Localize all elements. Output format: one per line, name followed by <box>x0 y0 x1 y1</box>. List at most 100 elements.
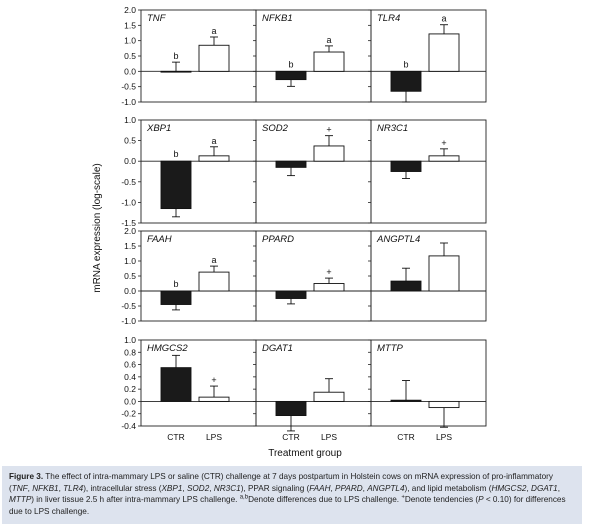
chart-panel-tlr4: b a TLR4 <box>368 9 487 103</box>
y-tick-label: 0.0 <box>124 396 136 406</box>
significance-label: + <box>211 375 216 385</box>
y-tick-label: -0.5 <box>121 177 136 187</box>
significance-label: a <box>211 136 216 146</box>
significance-label: b <box>173 279 178 289</box>
caption-label: Figure 3. <box>9 472 44 481</box>
x-tick-label: CTR <box>167 432 184 442</box>
y-axis-label: mRNA expression (log-scale) <box>92 163 103 293</box>
significance-label: + <box>326 267 331 277</box>
bar-lps <box>198 44 230 72</box>
y-tick-label: 0.5 <box>124 136 136 146</box>
y-tick-label: 2.0 <box>124 226 136 236</box>
x-axis-label: Treatment group <box>268 448 342 459</box>
y-tick-label: 2.0 <box>124 5 136 15</box>
bar-lps <box>313 145 345 162</box>
y-tick-label: -1.0 <box>121 316 136 326</box>
panel-title: ANGPTL4 <box>376 234 420 245</box>
y-tick-label: 0.5 <box>124 51 136 61</box>
y-tick-label: -0.5 <box>121 301 136 311</box>
bar-ctr <box>160 70 192 73</box>
bar-ctr <box>160 160 192 210</box>
chart-panel-mttp: MTTP CTR LPS <box>368 339 487 442</box>
chart-panel-angptl4: ANGPTL4 <box>368 230 487 322</box>
bar-lps <box>313 391 345 402</box>
panel-title: TNF <box>147 13 167 24</box>
panel-title: FAAH <box>147 234 172 245</box>
y-tick-label: -0.4 <box>121 421 136 431</box>
significance-label: a <box>326 35 331 45</box>
panel-title: HMGCS2 <box>147 343 188 354</box>
panel-title: SOD2 <box>262 123 289 134</box>
significance-label: b <box>288 59 293 69</box>
panel-title: TLR4 <box>377 13 400 24</box>
x-tick-label: LPS <box>436 432 452 442</box>
bar-lps <box>313 51 345 72</box>
panel-title: NFKB1 <box>262 13 293 24</box>
bar-ctr <box>275 290 307 299</box>
y-tick-label: 0.6 <box>124 360 136 370</box>
y-tick-label: -0.5 <box>121 82 136 92</box>
bar-ctr <box>390 280 422 292</box>
chart-panel-sod2: + SOD2 <box>253 119 372 224</box>
panel-frame <box>370 119 487 224</box>
x-tick-label: CTR <box>397 432 414 442</box>
y-tick-label: 1.0 <box>124 335 136 345</box>
panel-title: XBP1 <box>146 123 171 134</box>
y-tick-label: 1.0 <box>124 36 136 46</box>
y-tick-label: 0.5 <box>124 271 136 281</box>
y-tick-label: 0.0 <box>124 156 136 166</box>
panel-frame <box>370 339 487 427</box>
significance-label: + <box>441 138 446 148</box>
significance-label: a <box>211 26 216 36</box>
panel-frame <box>255 119 372 224</box>
bar-lps <box>428 155 460 162</box>
chart-panel-xbp1: -1.5 -1.0 -0.5 0.0 0.5 1.0 b a XBP1 <box>121 115 257 228</box>
x-tick-label: LPS <box>321 432 337 442</box>
bar-lps <box>198 155 230 162</box>
y-tick-label: 1.5 <box>124 241 136 251</box>
significance-label: a <box>441 14 446 24</box>
y-tick-label: -1.5 <box>121 218 136 228</box>
figure-panel-grid: mRNA expression (log-scale) Treatment gr… <box>92 5 487 459</box>
y-tick-label: 0.4 <box>124 372 136 382</box>
x-tick-label: LPS <box>206 432 222 442</box>
significance-label: b <box>173 149 178 159</box>
bar-lps <box>428 400 460 409</box>
bar-lps <box>198 271 230 292</box>
bar-ctr <box>390 70 422 92</box>
y-tick-label: -1.0 <box>121 97 136 107</box>
significance-label: + <box>326 125 331 135</box>
panel-title: DGAT1 <box>262 343 293 354</box>
bar-ctr <box>160 290 192 305</box>
bar-ctr <box>390 160 422 172</box>
bar-ctr <box>390 399 422 402</box>
figure-caption: Figure 3. The effect of intra-mammary LP… <box>2 466 582 524</box>
chart-panel-tnf: -1.0 -0.5 0.0 0.5 1.0 1.5 2.0 b a TNF <box>121 5 257 107</box>
y-tick-label: 0.0 <box>124 66 136 76</box>
bar-lps <box>198 396 230 402</box>
y-tick-label: 0.0 <box>124 286 136 296</box>
y-tick-label: 1.0 <box>124 256 136 266</box>
y-tick-label: 1.5 <box>124 20 136 30</box>
bar-ctr <box>275 400 307 417</box>
y-tick-label: 0.8 <box>124 347 136 357</box>
panel-title: PPARD <box>262 234 294 245</box>
significance-label: a <box>211 255 216 265</box>
chart-panel-dgat1: DGAT1 CTR LPS <box>253 339 372 442</box>
significance-label: b <box>403 59 408 69</box>
chart-panel-ppard: + PPARD <box>253 230 372 322</box>
y-tick-label: 1.0 <box>124 115 136 125</box>
panel-title: MTTP <box>377 343 404 354</box>
bar-lps <box>428 255 460 292</box>
bar-ctr <box>275 70 307 81</box>
chart-panel-hmgcs2: -0.4 -0.2 0.0 0.2 0.4 0.6 0.8 1.0 + HMGCS2 CTR LPS <box>121 335 257 442</box>
panel-title: NR3C1 <box>377 123 408 134</box>
bar-lps <box>313 283 345 292</box>
bar-lps <box>428 33 460 72</box>
chart-panel-faah: -1.0 -0.5 0.0 0.5 1.0 1.5 2.0 b a FAAH <box>121 226 257 326</box>
y-tick-label: 0.2 <box>124 384 136 394</box>
chart-panel-nfkb1: b a NFKB1 <box>253 9 372 103</box>
significance-label: b <box>173 51 178 61</box>
panel-frame <box>140 119 257 224</box>
bar-ctr <box>275 160 307 168</box>
